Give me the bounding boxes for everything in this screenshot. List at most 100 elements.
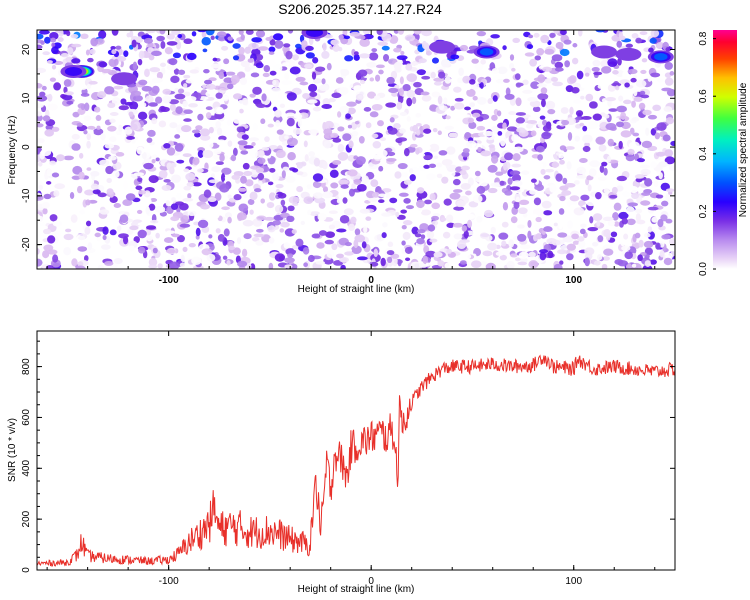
spectrogram-cell	[99, 209, 110, 215]
spectrogram-cell	[662, 134, 671, 142]
spectrogram-cell	[414, 233, 422, 238]
spectrogram-cell	[529, 58, 538, 67]
colorbar-label: Normalized spectral amplitude	[738, 82, 749, 217]
spectrogram-cell	[188, 242, 196, 248]
spectrogram-cell	[391, 257, 398, 267]
spectrogram-cell	[464, 106, 471, 111]
spectrogram-cell	[344, 241, 352, 247]
spectrogram-cell	[498, 232, 509, 240]
spectrogram-cell	[162, 88, 172, 95]
spectrogram-cell	[585, 93, 594, 102]
spectrogram-cell	[202, 48, 208, 53]
spectrogram-cell	[624, 251, 633, 260]
spectrogram-cell	[151, 77, 163, 84]
spectrogram-cell	[240, 150, 249, 155]
spectrogram-cell	[359, 35, 366, 40]
spectrogram-cell	[429, 238, 438, 243]
spectrogram-cell	[251, 236, 260, 242]
spectrogram-cell	[307, 254, 315, 263]
spectrogram-cell	[622, 71, 628, 79]
spectrogram-cell	[396, 55, 408, 61]
spectrogram-cell	[597, 84, 605, 89]
spectrogram-cell	[473, 177, 484, 183]
spectrogram-cell	[512, 180, 523, 187]
spectrogram-cell	[49, 31, 59, 40]
spectrogram-cell	[237, 140, 248, 146]
spectrogram-cell	[624, 82, 630, 88]
spectrogram-cell	[553, 222, 558, 227]
spectrogram-cell	[541, 131, 552, 140]
spectrogram-cell	[237, 187, 247, 192]
spectrogram-cell	[98, 30, 107, 39]
spectrogram-cell	[522, 89, 533, 94]
spectrogram-cell	[400, 209, 407, 214]
spectrogram-cell	[210, 35, 215, 41]
spectrogram-cell	[365, 122, 372, 129]
spectrogram-cell	[635, 79, 647, 88]
spectrogram-cell	[249, 209, 254, 215]
spectrogram-cell	[155, 96, 163, 104]
spectrogram-cell	[519, 244, 531, 250]
spectrogram-cell	[37, 33, 44, 40]
spectrogram-cell	[511, 163, 522, 168]
spectrogram-cell	[509, 186, 521, 191]
spectrogram-cell	[90, 171, 100, 177]
spectrogram-cell	[37, 161, 43, 167]
y-tick-label: 400	[21, 460, 32, 477]
spectrogram-cell	[287, 30, 294, 34]
snr-series-line	[37, 354, 675, 567]
spectrogram-cell	[613, 221, 620, 227]
spectrogram-frame	[36, 29, 676, 270]
spectrogram-cell	[618, 140, 623, 150]
spectrogram-cell	[175, 106, 183, 115]
spectrogram-cell	[461, 225, 468, 232]
spectrogram-cell	[328, 210, 338, 215]
spectrogram-cell	[613, 202, 622, 211]
spectrogram-cell	[64, 91, 74, 96]
spectrogram-cell	[297, 118, 303, 128]
spectrogram-cell	[80, 92, 90, 97]
spectrogram-cell	[446, 214, 454, 223]
spectrogram-cell	[284, 72, 290, 80]
spectrogram-cell	[353, 54, 360, 61]
spectrogram-cell	[207, 197, 217, 203]
spectrogram-cell	[579, 228, 586, 235]
spectrogram-cell	[137, 229, 147, 239]
spectrogram-cell	[514, 73, 521, 81]
spectrogram-cell	[236, 237, 242, 245]
spectrogram-cell	[469, 78, 476, 85]
spectrogram-cell	[340, 69, 350, 77]
spectrogram-cell	[215, 161, 224, 166]
spectrogram-cell	[185, 95, 197, 102]
spectrogram-cell	[410, 61, 419, 66]
spectrogram-cell	[416, 69, 427, 76]
spectrogram-cell	[205, 106, 213, 111]
spectrogram-cell	[302, 247, 310, 255]
spectrogram-cell	[440, 217, 447, 222]
spectrogram-cell	[450, 54, 460, 60]
spectrogram-cell	[99, 159, 110, 167]
spectrogram-cell	[576, 166, 587, 175]
spectrogram-cell	[139, 102, 147, 108]
spectrogram-cell	[641, 58, 648, 63]
spectrogram-cell	[79, 209, 85, 215]
spectrogram-cell	[125, 193, 136, 201]
spectrogram-hotspot	[111, 72, 138, 86]
spectrogram-cell	[638, 102, 646, 110]
spectrogram-cell	[580, 95, 585, 100]
spectrogram-cell	[549, 184, 557, 193]
spectrogram-cell	[338, 34, 344, 41]
spectrogram-cell	[160, 62, 167, 68]
spectrogram-cell	[284, 135, 289, 140]
spectrogram-hotspots	[60, 30, 674, 86]
spectrogram-cell	[469, 102, 476, 108]
spectrogram-cell	[131, 39, 137, 48]
spectrogram-cell	[456, 200, 463, 207]
spectrogram-cell	[113, 58, 119, 66]
spectrogram-cell	[540, 87, 548, 95]
spectrogram-cell	[476, 185, 486, 194]
spectrogram-cell	[233, 194, 242, 201]
spectrogram-cell	[279, 103, 286, 109]
spectrogram-cell	[480, 150, 492, 157]
spectrogram-cell	[551, 148, 556, 155]
